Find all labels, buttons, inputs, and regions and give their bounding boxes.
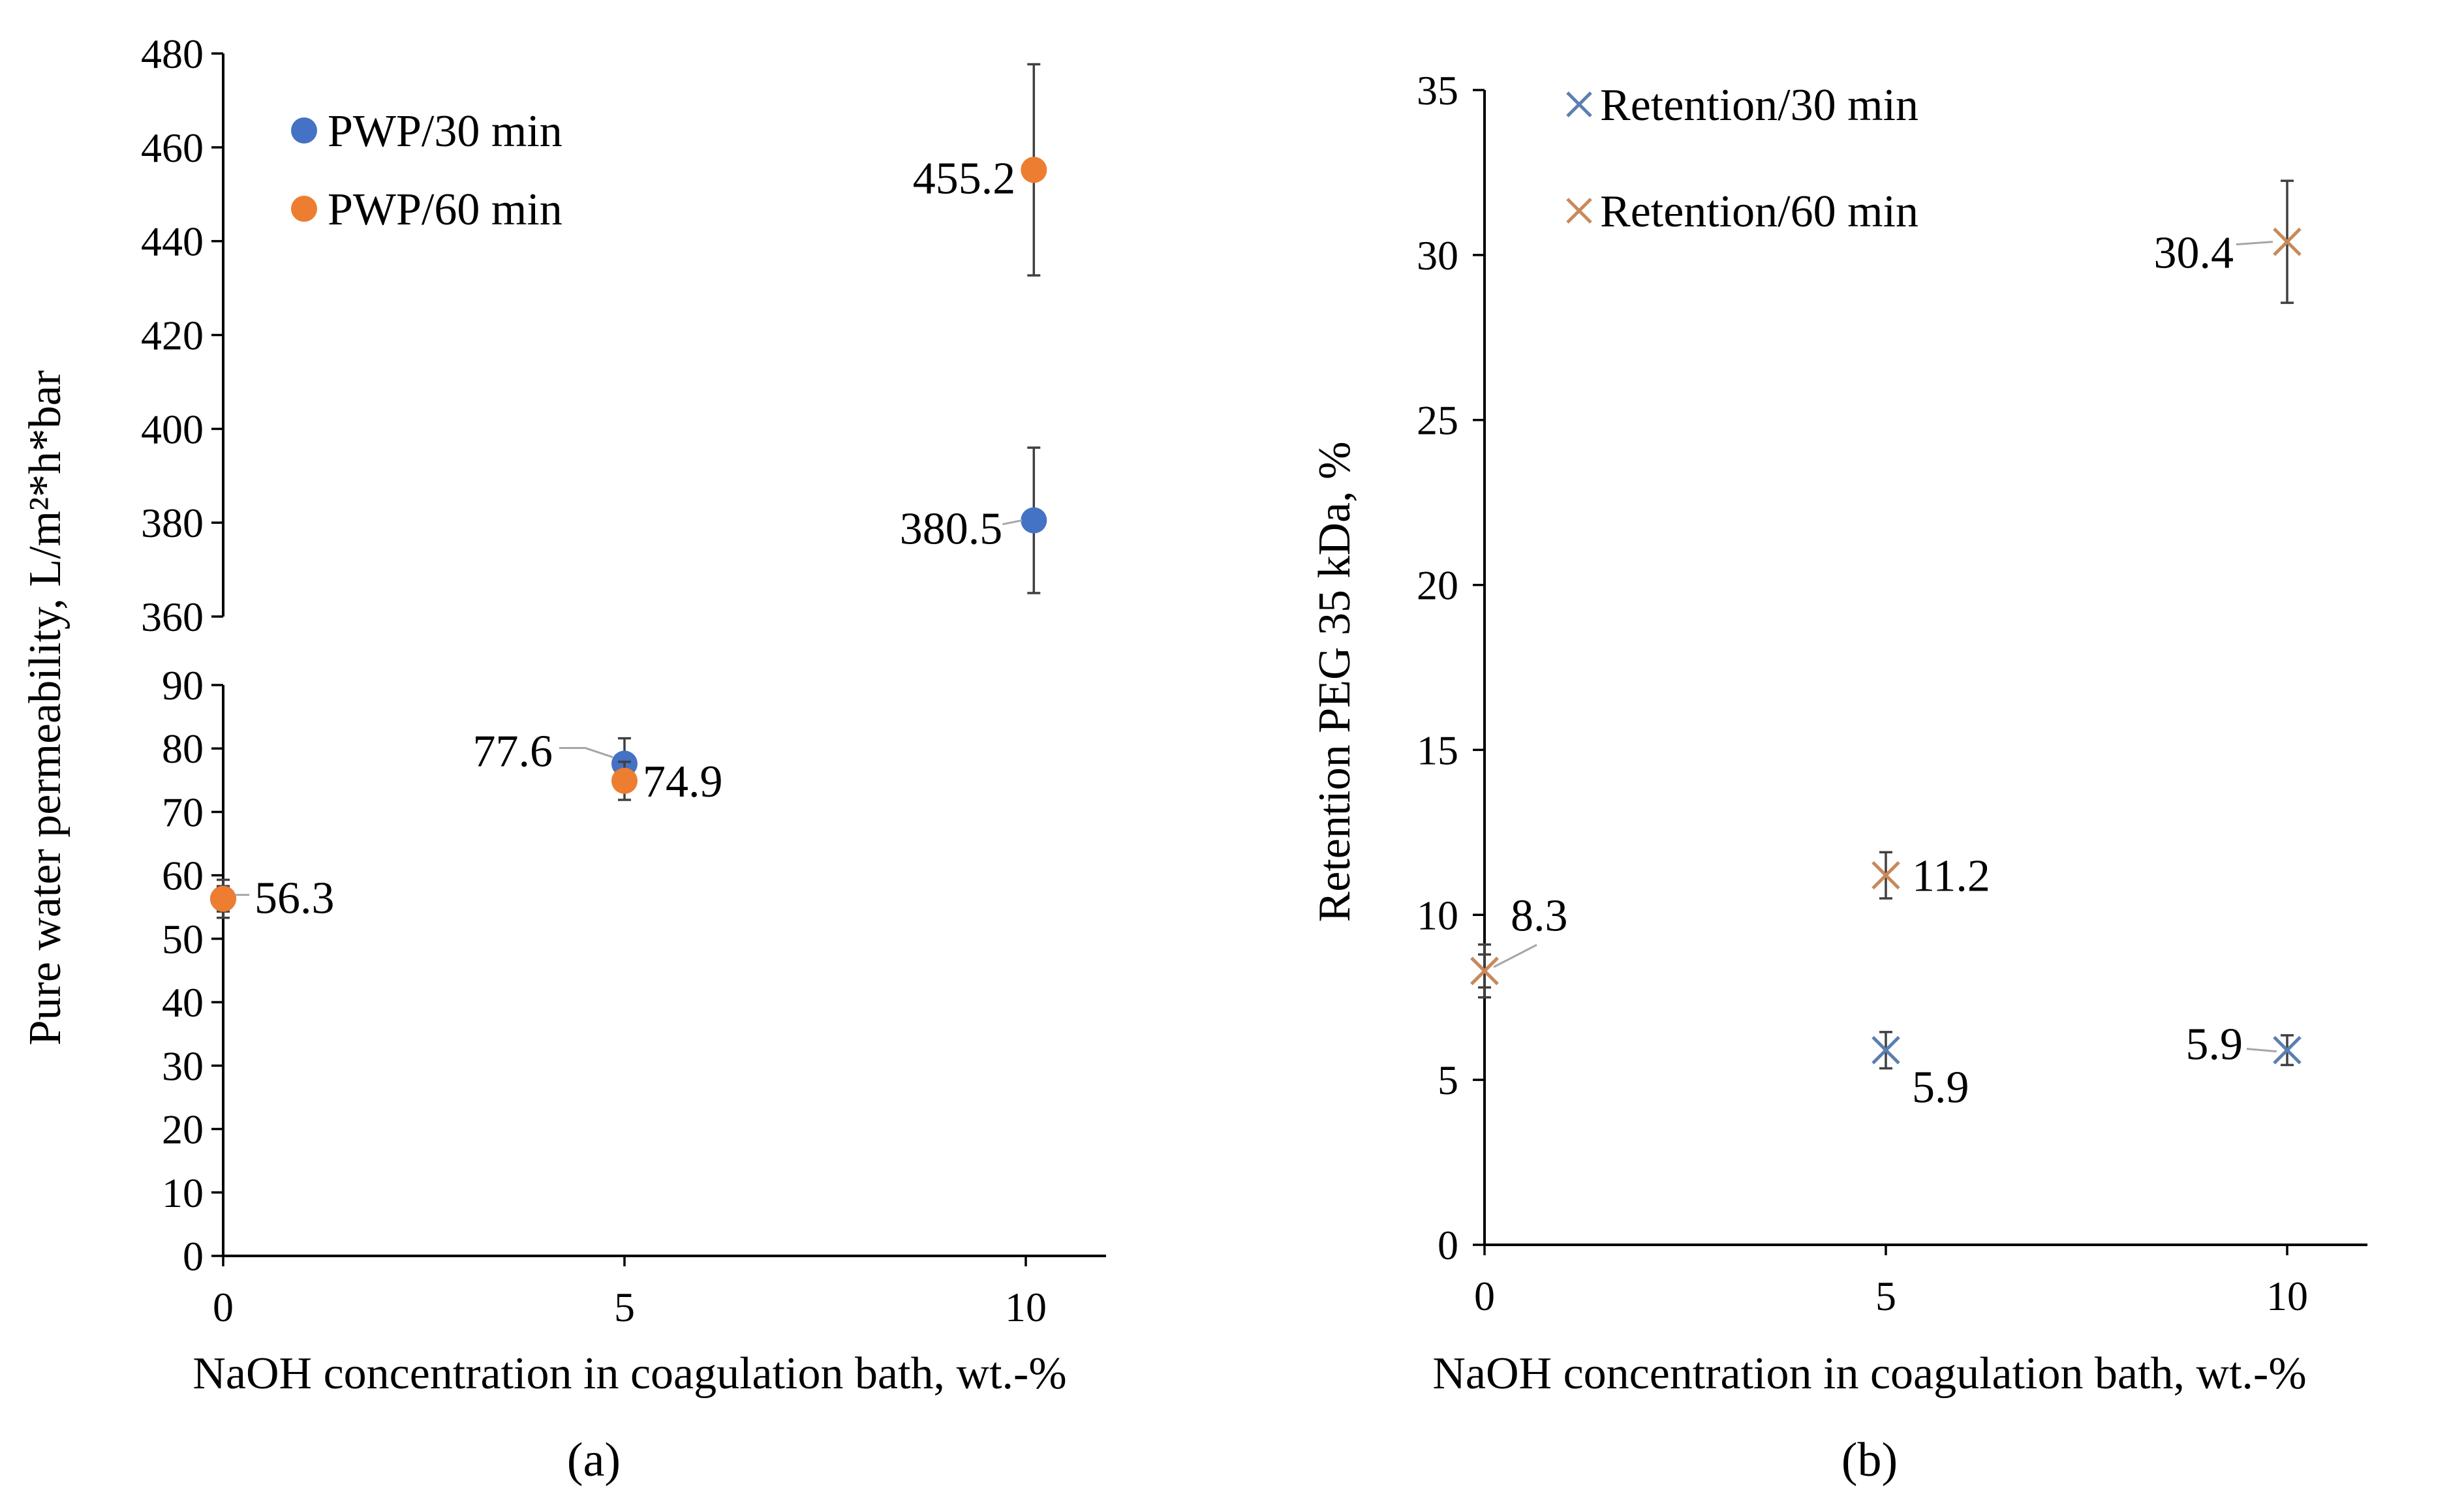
panel-b-data-label: 8.3 — [1511, 891, 1568, 941]
panel-a-y-tick-label: 400 — [141, 406, 204, 452]
panel-a-x-tick-label: 5 — [614, 1284, 635, 1330]
panel-a-data-label: 56.3 — [254, 874, 335, 924]
panel-a-label-leader — [1002, 519, 1023, 526]
panel-b-x-tick-label: 5 — [1875, 1273, 1896, 1319]
panel-a: 0102030405060708090360380400420440460480… — [20, 31, 1106, 1487]
panel-a-x-tick-label: 0 — [213, 1284, 234, 1330]
legend-label-pwp-60: PWP/60 min — [328, 185, 562, 235]
panel-b-y-tick-label: 35 — [1417, 67, 1458, 114]
panel-b-y-tick-label: 25 — [1417, 397, 1458, 444]
panel-b-y-tick-label: 0 — [1438, 1222, 1458, 1268]
legend-label-retention-60: Retention/60 min — [1600, 187, 1918, 237]
panel-b-y-axis-label: Retention PEG 35 kDa, % — [1310, 442, 1360, 923]
panel-a-point-pwp60 — [611, 767, 638, 794]
panel-a-caption: (a) — [567, 1433, 621, 1487]
panel-b-label-leader — [2236, 241, 2273, 246]
panel-b-point-ret30 — [2273, 1035, 2302, 1065]
panel-a-y-tick-label: 40 — [162, 979, 204, 1026]
legend-label-retention-30: Retention/30 min — [1600, 80, 1918, 130]
panel-a-y-tick-label: 80 — [162, 725, 204, 772]
panel-a-point-pwp60 — [1021, 157, 1047, 183]
panel-b-x-axis-label: NaOH concentration in coagulation bath, … — [1432, 1349, 2306, 1399]
panel-a-y-tick-label: 360 — [141, 594, 204, 640]
panel-a-y-tick-label: 440 — [141, 219, 204, 265]
panel-b-y-tick-label: 20 — [1417, 562, 1458, 609]
panel-a-x-tick-label: 10 — [1005, 1284, 1047, 1330]
panel-a-axes: 0102030405060708090360380400420440460480… — [141, 31, 1106, 1330]
panel-a-point-pwp30 — [1021, 507, 1047, 534]
panel-a-y-tick-label: 60 — [162, 853, 204, 899]
panel-b-point-ret60 — [1871, 861, 1900, 890]
panel-a-y-tick-label: 380 — [141, 500, 204, 546]
panel-a-legend: PWP/30 min PWP/60 min — [291, 106, 562, 235]
legend-marker-retention-60 — [1566, 198, 1592, 224]
panel-b-point-ret30 — [1871, 1035, 1900, 1065]
panel-a-y-tick-label: 20 — [162, 1107, 204, 1153]
panel-b-caption: (b) — [1841, 1433, 1898, 1487]
panel-b-point-ret60-stroke-2 — [1871, 861, 1900, 890]
panel-b-y-tick-label: 10 — [1417, 892, 1458, 938]
panel-b-label-leader — [1493, 943, 1537, 968]
panel-b-point-ret60-stroke-2 — [2273, 227, 2302, 256]
panel-a-y-tick-label: 480 — [141, 31, 204, 77]
panel-b-point-ret30-stroke-2 — [1871, 1035, 1900, 1065]
panel-b-point-ret60 — [1470, 956, 1499, 986]
panel-a-y-tick-label: 70 — [162, 789, 204, 835]
legend-x-marker-stroke-2 — [1566, 91, 1592, 117]
legend-marker-pwp-60 — [291, 196, 317, 222]
panel-a-y-tick-label: 460 — [141, 125, 204, 171]
legend-marker-pwp-30 — [291, 117, 317, 144]
panel-b-point-ret60 — [2273, 227, 2302, 256]
panel-b-y-tick-label: 5 — [1438, 1057, 1458, 1103]
legend-x-marker — [1566, 91, 1592, 117]
panel-a-y-tick-label: 30 — [162, 1043, 204, 1089]
panel-a-point-pwp60 — [210, 885, 236, 912]
panel-a-data-label: 380.5 — [900, 504, 1003, 555]
panel-a-marks: 56.3 77.6 74.9 455.2 380.5 — [210, 63, 1047, 924]
panel-a-data-label: 77.6 — [473, 727, 553, 777]
panel-a-y-tick-label: 0 — [183, 1233, 204, 1279]
panel-b-axes: 0 5 10 15 20 25 30 35 0 5 10 — [1417, 67, 2367, 1319]
panel-b-data-label: 5.9 — [2186, 1020, 2243, 1070]
panel-b-data-label: 5.9 — [1912, 1063, 1969, 1113]
panel-a-y-tick-label: 10 — [162, 1170, 204, 1216]
legend-x-marker-stroke-2 — [1566, 198, 1592, 224]
panel-a-y-tick-label: 420 — [141, 313, 204, 359]
panel-a-y-tick-label: 90 — [162, 662, 204, 709]
panel-a-y-tick-label: 50 — [162, 916, 204, 962]
panel-b-y-tick-label: 15 — [1417, 727, 1458, 773]
panel-a-data-label: 74.9 — [643, 757, 723, 807]
panel-b-data-label: 11.2 — [1912, 851, 1990, 902]
panel-a-label-leader — [559, 747, 613, 758]
panel-b-point-ret30-stroke-2 — [2273, 1035, 2302, 1065]
panel-b-marks: 8.3 11.2 5.9 5.9 30.4 — [1470, 179, 2302, 1113]
panel-a-data-label: 455.2 — [913, 153, 1016, 204]
panel-b-x-tick-label: 10 — [2266, 1273, 2308, 1319]
legend-marker-retention-30 — [1566, 91, 1592, 117]
panel-b-point-ret60-stroke-2 — [1470, 956, 1499, 986]
legend-label-pwp-30: PWP/30 min — [328, 106, 562, 157]
legend-x-marker — [1566, 198, 1592, 224]
panel-b-x-tick-label: 0 — [1474, 1273, 1495, 1319]
panel-b: 0 5 10 15 20 25 30 35 0 5 10 8.3 11.2 5.9 5.9 30.4 Ret… — [1310, 67, 2367, 1487]
panel-b-legend: Retention/30 min Retention/60 min — [1566, 80, 1918, 237]
panel-b-label-leader — [2246, 1048, 2277, 1053]
panel-b-y-tick-label: 30 — [1417, 232, 1458, 279]
panel-a-y-axis-label: Pure water permeability, L/m²*h*bar — [20, 371, 70, 1046]
panel-b-data-label: 30.4 — [2154, 228, 2234, 279]
panel-a-x-axis-label: NaOH concentration in coagulation bath, … — [192, 1349, 1066, 1399]
